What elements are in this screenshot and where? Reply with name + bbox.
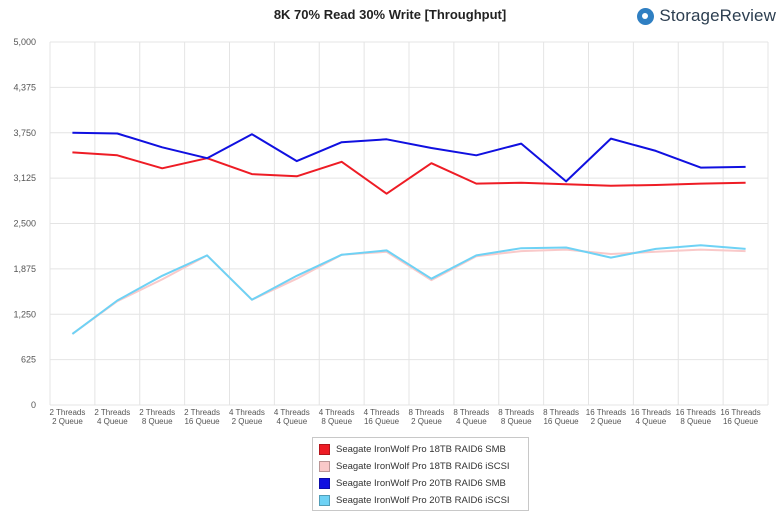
x-tick-label: 2 Threads 4 Queue	[94, 408, 130, 426]
legend-label: Seagate IronWolf Pro 20TB RAID6 iSCSI	[336, 495, 510, 506]
legend-swatch	[319, 495, 330, 506]
legend-label: Seagate IronWolf Pro 18TB RAID6 SMB	[336, 444, 506, 455]
series-line-0	[72, 151, 746, 195]
y-tick-label: 625	[21, 355, 36, 365]
brand-logo: StorageReview	[637, 6, 776, 26]
legend-swatch	[319, 478, 330, 489]
y-tick-label: 5,000	[13, 37, 36, 47]
y-tick-label: 0	[31, 400, 36, 410]
x-tick-label: 16 Threads 4 Queue	[631, 408, 671, 426]
x-tick-label: 8 Threads 8 Queue	[498, 408, 534, 426]
brand-name: StorageReview	[659, 6, 776, 25]
x-tick-label: 8 Threads 4 Queue	[453, 408, 489, 426]
y-tick-label: 1,250	[13, 309, 36, 319]
x-tick-label: 16 Threads 2 Queue	[586, 408, 626, 426]
x-axis: 2 Threads 2 Queue 2 Threads 4 Queue 2 Thread…	[50, 408, 761, 426]
legend-swatch	[319, 444, 330, 455]
legend-label: Seagate IronWolf Pro 18TB RAID6 iSCSI	[336, 461, 510, 472]
legend-item: Seagate IronWolf Pro 18TB RAID6 SMB	[319, 441, 522, 458]
x-tick-label: 8 Threads 2 Queue	[409, 408, 445, 426]
x-tick-label: 4 Threads 4 Queue	[274, 408, 310, 426]
y-axis: 0 625 1,250 1,875 2,500 3,125 3,750 4,375 5,000	[13, 37, 36, 410]
legend-label: Seagate IronWolf Pro 20TB RAID6 SMB	[336, 478, 506, 489]
x-tick-label: 8 Threads 16 Queue	[543, 408, 579, 426]
line-chart: 06251,2501,8752,5003,1253,7504,3755,000 …	[13, 37, 769, 426]
chart-series	[71, 131, 746, 335]
legend-item: Seagate IronWolf Pro 20TB RAID6 SMB	[319, 475, 522, 492]
x-tick-label: 2 Threads 16 Queue	[184, 408, 220, 426]
chart-title: 8K 70% Read 30% Write [Throughput]	[273, 7, 507, 22]
x-tick-label: 16 Threads 16 Queue	[720, 408, 760, 426]
chart-legend: Seagate IronWolf Pro 18TB RAID6 SMB Seag…	[312, 437, 529, 511]
storagereview-logo-icon	[637, 7, 655, 25]
series-line-2	[72, 131, 746, 183]
legend-item: Seagate IronWolf Pro 18TB RAID6 iSCSI	[319, 458, 522, 475]
x-tick-label: 4 Threads 8 Queue	[319, 408, 355, 426]
y-tick-label: 1,875	[13, 264, 36, 274]
x-tick-label: 2 Threads 2 Queue	[50, 408, 86, 426]
y-tick-label: 4,375	[13, 82, 36, 92]
series-line-3	[71, 244, 746, 335]
y-tick-label: 3,125	[13, 173, 36, 183]
x-tick-label: 16 Threads 8 Queue	[676, 408, 716, 426]
y-tick-label: 3,750	[13, 128, 36, 138]
x-tick-label: 2 Threads 8 Queue	[139, 408, 175, 426]
y-tick-label: 2,500	[13, 219, 36, 229]
chart-grid	[49, 41, 769, 406]
x-tick-label: 4 Threads 16 Queue	[364, 408, 400, 426]
legend-item: Seagate IronWolf Pro 20TB RAID6 iSCSI	[319, 492, 522, 509]
legend-swatch	[319, 461, 330, 472]
x-tick-label: 4 Threads 2 Queue	[229, 408, 265, 426]
